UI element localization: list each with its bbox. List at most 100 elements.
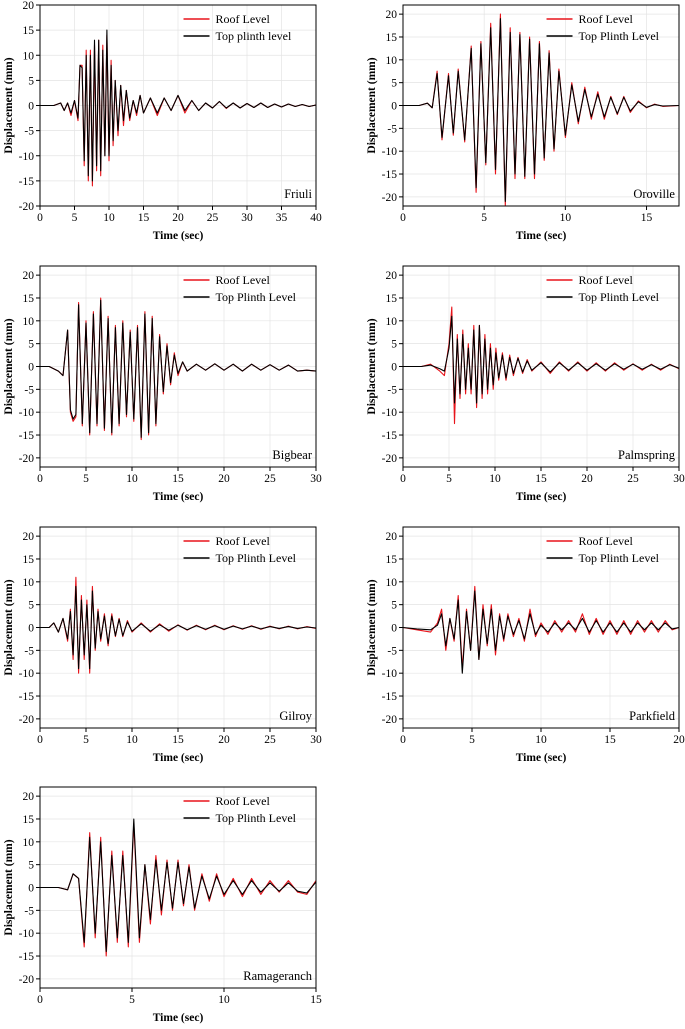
y-tick-label: -20 [19, 201, 35, 213]
top-plinth-level-series [402, 590, 680, 674]
x-tick-label: 0 [37, 212, 43, 224]
y-tick-label: 15 [386, 32, 398, 44]
x-tick-label: 0 [400, 734, 406, 746]
y-tick-label: -20 [19, 714, 35, 726]
y-tick-label: -20 [382, 192, 398, 204]
x-tick-label: 25 [264, 473, 276, 485]
x-tick-label: 10 [126, 734, 138, 746]
legend-label-roof: Roof Level [579, 12, 634, 26]
y-tick-label: 15 [23, 554, 35, 566]
y-tick-label: -10 [382, 146, 398, 158]
y-tick-label: 20 [386, 270, 398, 282]
y-tick-label: 0 [28, 101, 34, 113]
x-tick-label: 10 [126, 473, 138, 485]
x-tick-label: 35 [276, 212, 288, 224]
x-tick-label: 10 [560, 212, 572, 224]
x-tick-label: 10 [218, 994, 230, 1006]
top-plinth-level-series [403, 315, 680, 404]
y-tick-label: 20 [23, 270, 35, 282]
y-tick-label: -5 [387, 645, 397, 657]
y-tick-label: 0 [391, 623, 397, 635]
y-tick-label: 0 [28, 623, 34, 635]
y-tick-label: 0 [391, 362, 397, 374]
y-tick-label: -15 [19, 951, 35, 963]
chart-ramageranch: 0 5 10 15 -20 -15 -10 -5 0 5 10 15 20 Time (sec) Displ… [3, 786, 322, 1024]
y-tick-label: 10 [386, 55, 398, 67]
x-axis-label: Time (sec) [516, 230, 567, 242]
chart-oroville: 0 5 10 15 -20 -15 -10 -5 0 5 10 15 20 Time (sec) Displ… [366, 4, 680, 242]
chart-palmspring: 0 5 10 15 20 25 30 -20 -15 -10 -5 0 5 10 15 20 Time (sec… [366, 265, 685, 503]
y-tick-label: -10 [19, 928, 35, 940]
y-axis-label: Displacement (mm) [366, 579, 378, 675]
y-tick-label: 5 [391, 600, 397, 612]
x-tick-label: 5 [469, 734, 475, 746]
top-plinth-level-series [40, 818, 317, 953]
y-tick-label: 10 [23, 577, 35, 589]
y-tick-label: -10 [19, 151, 35, 163]
legend-label-plinth: Top Plinth Level [579, 551, 660, 565]
legend-label-roof: Roof Level [216, 794, 271, 808]
x-tick-label: 10 [103, 212, 115, 224]
chart-friuli: 0 5 10 15 20 25 30 35 40 -20 -15 -10 -5 0 5 10 15 20 Time … [3, 0, 322, 242]
y-tick-label: 20 [23, 0, 35, 12]
y-axis-label: Displacement (mm) [366, 57, 378, 153]
x-axis-label: Time (sec) [153, 491, 204, 503]
x-axis-label: Time (sec) [153, 1012, 204, 1024]
y-tick-label: 20 [386, 9, 398, 21]
legend-label-plinth: Top plinth level [216, 29, 292, 43]
y-tick-label: 0 [28, 883, 34, 895]
legend-label-plinth: Top Plinth Level [216, 551, 297, 565]
x-tick-label: 30 [310, 473, 322, 485]
y-tick-label: 15 [23, 293, 35, 305]
y-tick-label: -5 [24, 905, 34, 917]
y-tick-label: -20 [382, 714, 398, 726]
x-tick-label: 20 [218, 734, 230, 746]
y-tick-label: 20 [386, 531, 398, 543]
legend-label-plinth: Top Plinth Level [216, 811, 297, 825]
x-axis-label: Time (sec) [153, 230, 204, 242]
x-tick-label: 5 [72, 212, 78, 224]
earthquake-name: Gilroy [279, 709, 312, 723]
y-tick-label: -20 [382, 453, 398, 465]
x-tick-label: 40 [310, 212, 322, 224]
earthquake-name: Friuli [284, 187, 312, 201]
x-axis-label: Time (sec) [516, 752, 567, 764]
chart-parkfield: 0 5 10 15 20 -20 -15 -10 -5 0 5 10 15 20 Time (sec) Dis… [366, 526, 685, 764]
y-tick-label: -5 [387, 123, 397, 135]
y-tick-label: 5 [28, 75, 34, 87]
x-tick-label: 0 [37, 473, 43, 485]
y-tick-label: 15 [23, 25, 35, 37]
x-tick-label: 25 [264, 734, 276, 746]
y-tick-label: -10 [19, 407, 35, 419]
x-tick-label: 15 [172, 734, 184, 746]
y-tick-label: 0 [391, 101, 397, 113]
y-axis-label: Displacement (mm) [366, 318, 378, 414]
y-tick-label: 15 [386, 293, 398, 305]
y-tick-label: 20 [23, 531, 35, 543]
y-tick-label: 10 [23, 50, 35, 62]
y-tick-label: -15 [19, 691, 35, 703]
y-tick-label: -5 [24, 126, 34, 138]
legend-label-plinth: Top Plinth Level [579, 29, 660, 43]
x-tick-label: 20 [673, 734, 685, 746]
x-tick-label: 5 [83, 734, 89, 746]
x-tick-label: 5 [446, 473, 452, 485]
y-tick-label: 10 [386, 316, 398, 328]
y-axis-label: Displacement (mm) [3, 839, 15, 935]
x-tick-label: 15 [641, 212, 653, 224]
y-axis-label: Displacement (mm) [3, 579, 15, 675]
y-tick-label: -5 [24, 384, 34, 396]
earthquake-name: Parkfield [629, 709, 676, 723]
y-tick-label: -10 [382, 668, 398, 680]
y-tick-label: 20 [23, 791, 35, 803]
y-tick-label: 5 [391, 78, 397, 90]
earthquake-name: Ramageranch [243, 969, 312, 983]
y-tick-label: -15 [19, 430, 35, 442]
legend-label-plinth: Top Plinth Level [216, 290, 297, 304]
earthquake-name: Oroville [633, 187, 675, 201]
earthquake-name: Bigbear [272, 448, 312, 462]
y-tick-label: 5 [28, 600, 34, 612]
y-axis-label: Displacement (mm) [3, 57, 15, 153]
legend-label-roof: Roof Level [579, 534, 634, 548]
